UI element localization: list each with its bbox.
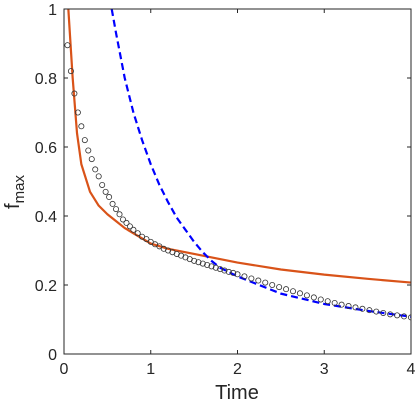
y-tick-label-0: 0 <box>48 347 57 364</box>
series-2-point-11 <box>102 188 109 195</box>
series-2-point-44 <box>241 273 248 280</box>
x-tick-label-3: 3 <box>320 361 329 378</box>
series-2-point-39 <box>217 266 224 273</box>
series-2-point-17 <box>123 219 130 226</box>
series-2-point-40 <box>221 267 228 274</box>
series-2-point-60 <box>352 304 359 311</box>
series-2-point-56 <box>324 298 331 305</box>
y-tick-label-5: 1 <box>48 2 57 19</box>
series-2-point-3 <box>74 109 81 116</box>
series-0-line <box>67 9 411 284</box>
series-2-point-12 <box>106 194 113 201</box>
series-2-markers <box>64 42 411 321</box>
series-2-point-42 <box>230 269 237 276</box>
series-2-point-10 <box>99 181 106 188</box>
series-2-point-65 <box>387 311 394 318</box>
series-2-point-35 <box>199 260 206 267</box>
series-2-point-16 <box>119 216 126 223</box>
x-axis-label: Time <box>215 382 259 404</box>
series-group <box>64 9 411 321</box>
series-2-point-67 <box>401 313 408 320</box>
series-2-point-64 <box>380 309 387 316</box>
series-2-point-7 <box>88 156 95 163</box>
series-2-point-62 <box>366 307 373 314</box>
series-2-point-45 <box>248 275 255 282</box>
ticks-layer: 0 1 2 3 4 0 0.2 0.4 0.6 0.8 1 <box>35 2 415 378</box>
series-2-point-2 <box>71 90 78 97</box>
series-2-point-59 <box>345 303 352 310</box>
y-tick-label-4: 0.8 <box>35 71 57 88</box>
series-2-point-54 <box>310 294 317 301</box>
x-tick-label-4: 4 <box>407 361 415 378</box>
series-2-point-9 <box>95 173 102 180</box>
y-tick-label-3: 0.6 <box>35 140 57 157</box>
series-2-point-63 <box>373 308 380 315</box>
series-2-point-4 <box>78 123 85 130</box>
series-2-point-41 <box>225 268 232 275</box>
series-2-point-53 <box>303 292 310 299</box>
series-2-point-52 <box>296 290 303 297</box>
series-2-point-15 <box>116 211 123 218</box>
y-axis-label-main: f <box>2 203 24 209</box>
series-2-point-55 <box>317 296 324 303</box>
series-layer <box>64 9 411 321</box>
series-2-point-61 <box>359 305 366 312</box>
series-2-point-47 <box>262 279 269 286</box>
y-tick-label-2: 0.4 <box>35 209 57 226</box>
y-axis-label: fmax <box>2 175 28 209</box>
y-tick-label-1: 0.2 <box>35 278 57 295</box>
series-2-point-46 <box>255 277 262 284</box>
series-2-point-19 <box>130 226 137 233</box>
series-2-point-43 <box>234 271 241 278</box>
series-2-point-49 <box>276 284 283 291</box>
series-2-point-58 <box>338 301 345 308</box>
series-2-point-38 <box>212 264 219 271</box>
plot-area-background <box>64 9 411 354</box>
series-1-line <box>110 9 411 318</box>
series-2-point-13 <box>109 200 116 207</box>
x-tick-label-1: 1 <box>146 361 155 378</box>
series-2-point-50 <box>283 286 290 293</box>
series-2-point-18 <box>126 223 133 230</box>
y-axis-label-subscript: max <box>11 175 28 204</box>
series-2-point-36 <box>204 261 211 268</box>
series-2-point-14 <box>113 206 120 213</box>
series-2-point-34 <box>195 259 202 266</box>
series-2-point-66 <box>394 312 401 319</box>
series-2-point-5 <box>81 137 88 144</box>
series-2-point-37 <box>208 263 215 270</box>
series-2-point-0 <box>64 42 71 49</box>
series-2-point-8 <box>92 166 99 173</box>
series-2-point-57 <box>331 299 338 306</box>
series-2-point-22 <box>143 236 150 243</box>
series-2-point-51 <box>290 288 297 295</box>
series-2-point-33 <box>191 257 198 264</box>
series-2-point-20 <box>134 230 141 237</box>
series-2-point-48 <box>269 281 276 288</box>
series-2-point-6 <box>85 147 92 154</box>
x-tick-label-0: 0 <box>60 361 69 378</box>
series-2-point-1 <box>67 68 74 75</box>
x-tick-label-2: 2 <box>233 361 242 378</box>
